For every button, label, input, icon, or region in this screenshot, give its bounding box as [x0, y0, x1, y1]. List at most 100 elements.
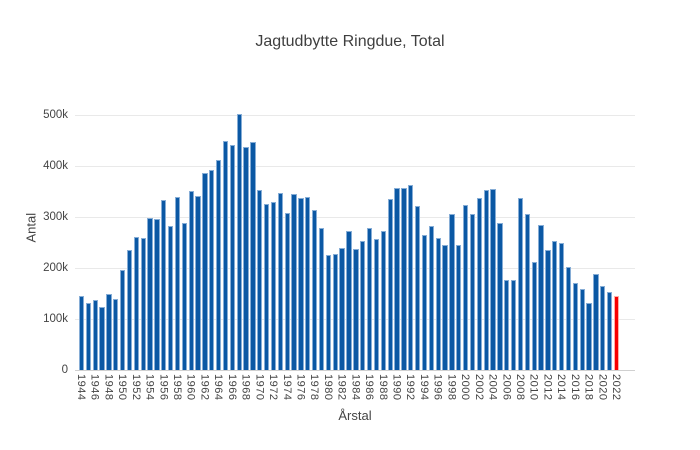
bar-1958[interactable] [174, 196, 181, 370]
x-tick-label: 1974 [280, 374, 293, 401]
bar-1959[interactable] [181, 222, 187, 370]
bar-1961[interactable] [195, 195, 201, 370]
x-tick-label: 1968 [239, 374, 252, 401]
bar-2021[interactable] [607, 291, 613, 370]
bar-1981[interactable] [332, 253, 338, 370]
x-tick-label: 1984 [349, 374, 362, 401]
bar-1976[interactable] [298, 197, 304, 370]
bar-1962[interactable] [202, 173, 208, 370]
bar-1960[interactable] [188, 191, 194, 370]
bar-1950[interactable] [119, 270, 126, 370]
bar-1987[interactable] [373, 239, 380, 370]
bar-1945[interactable] [85, 303, 91, 370]
x-tick-label: 1958 [170, 374, 183, 401]
bar-2016[interactable] [572, 283, 579, 370]
bar-2015[interactable] [565, 266, 572, 370]
bar-1993[interactable] [414, 205, 421, 370]
bar-1986[interactable] [366, 227, 373, 370]
bar-1951[interactable] [126, 250, 133, 370]
bar-1947[interactable] [99, 306, 105, 370]
bar-1996[interactable] [435, 237, 441, 370]
bar-2017[interactable] [579, 289, 585, 370]
bar-1971[interactable] [264, 204, 270, 370]
x-tick-label: 1990 [390, 374, 403, 401]
x-tick-label: 2002 [472, 374, 485, 401]
x-tick-label: 1976 [294, 374, 307, 401]
bar-1968[interactable] [243, 146, 249, 370]
bar-1967[interactable] [236, 113, 242, 370]
y-tick-label: 100k [43, 313, 68, 325]
x-tick-label: 2012 [541, 374, 554, 401]
bar-1997[interactable] [442, 245, 448, 370]
bar-1984[interactable] [353, 249, 359, 370]
bar-1973[interactable] [277, 192, 284, 370]
bar-1944[interactable] [78, 295, 85, 370]
gridline [75, 217, 635, 218]
plot-area[interactable] [75, 113, 635, 371]
bar-2004[interactable] [490, 189, 496, 370]
bar-2012[interactable] [545, 250, 551, 370]
bar-1953[interactable] [140, 238, 146, 370]
chart-title: Jagtudbytte Ringdue, Total [255, 33, 445, 50]
bar-2002[interactable] [476, 198, 482, 370]
x-tick-label: 1994 [417, 374, 430, 401]
bar-1957[interactable] [167, 226, 174, 370]
x-tick-label: 2008 [514, 374, 527, 401]
bar-1966[interactable] [229, 145, 235, 370]
bar-1974[interactable] [284, 212, 290, 370]
bar-2022[interactable] [613, 296, 620, 370]
bar-1963[interactable] [209, 170, 215, 370]
bar-1992[interactable] [408, 184, 414, 370]
x-tick-label: 1966 [225, 374, 238, 401]
bar-2003[interactable] [483, 190, 489, 370]
bar-1999[interactable] [456, 245, 462, 370]
x-tick-label: 1970 [253, 374, 266, 401]
bar-1978[interactable] [312, 210, 318, 370]
bar-2009[interactable] [524, 213, 531, 370]
bar-1970[interactable] [257, 189, 263, 370]
bar-1991[interactable] [401, 187, 407, 370]
x-tick-label: 1948 [102, 374, 115, 401]
bar-1956[interactable] [161, 199, 167, 370]
bar-1980[interactable] [325, 254, 332, 370]
bar-2006[interactable] [504, 280, 510, 370]
bar-1975[interactable] [291, 193, 297, 370]
bar-1985[interactable] [360, 240, 366, 370]
bar-1946[interactable] [92, 299, 98, 370]
bar-1965[interactable] [222, 140, 229, 370]
bar-1983[interactable] [346, 230, 352, 370]
bar-2000[interactable] [462, 204, 469, 370]
bar-1982[interactable] [339, 247, 345, 370]
bar-1989[interactable] [387, 198, 393, 370]
bar-2011[interactable] [538, 225, 544, 370]
bar-1949[interactable] [113, 298, 119, 370]
bar-2018[interactable] [586, 303, 592, 370]
bar-1995[interactable] [428, 226, 434, 370]
x-tick-label: 1956 [157, 374, 170, 401]
bar-1969[interactable] [250, 141, 256, 370]
bar-2013[interactable] [552, 240, 558, 370]
bar-2019[interactable] [593, 274, 599, 370]
bar-1964[interactable] [215, 159, 222, 370]
bar-2007[interactable] [511, 280, 517, 370]
bar-2014[interactable] [559, 242, 565, 370]
bar-2001[interactable] [469, 213, 476, 370]
bar-1977[interactable] [305, 197, 311, 370]
bar-1988[interactable] [380, 231, 386, 370]
bar-1955[interactable] [154, 219, 160, 370]
gridline [75, 166, 635, 167]
bar-1990[interactable] [394, 187, 400, 370]
bar-2010[interactable] [531, 261, 537, 370]
bar-1952[interactable] [133, 237, 139, 370]
x-tick-label: 1944 [74, 374, 87, 401]
bar-1954[interactable] [147, 217, 153, 370]
bar-1972[interactable] [270, 201, 277, 370]
bar-2005[interactable] [497, 222, 503, 370]
bar-2020[interactable] [600, 285, 606, 370]
bar-2008[interactable] [517, 197, 524, 370]
bar-1948[interactable] [106, 293, 112, 370]
bar-1998[interactable] [449, 214, 455, 370]
y-tick-label: 400k [43, 160, 68, 172]
bar-1979[interactable] [318, 228, 325, 370]
bar-1994[interactable] [421, 235, 428, 370]
